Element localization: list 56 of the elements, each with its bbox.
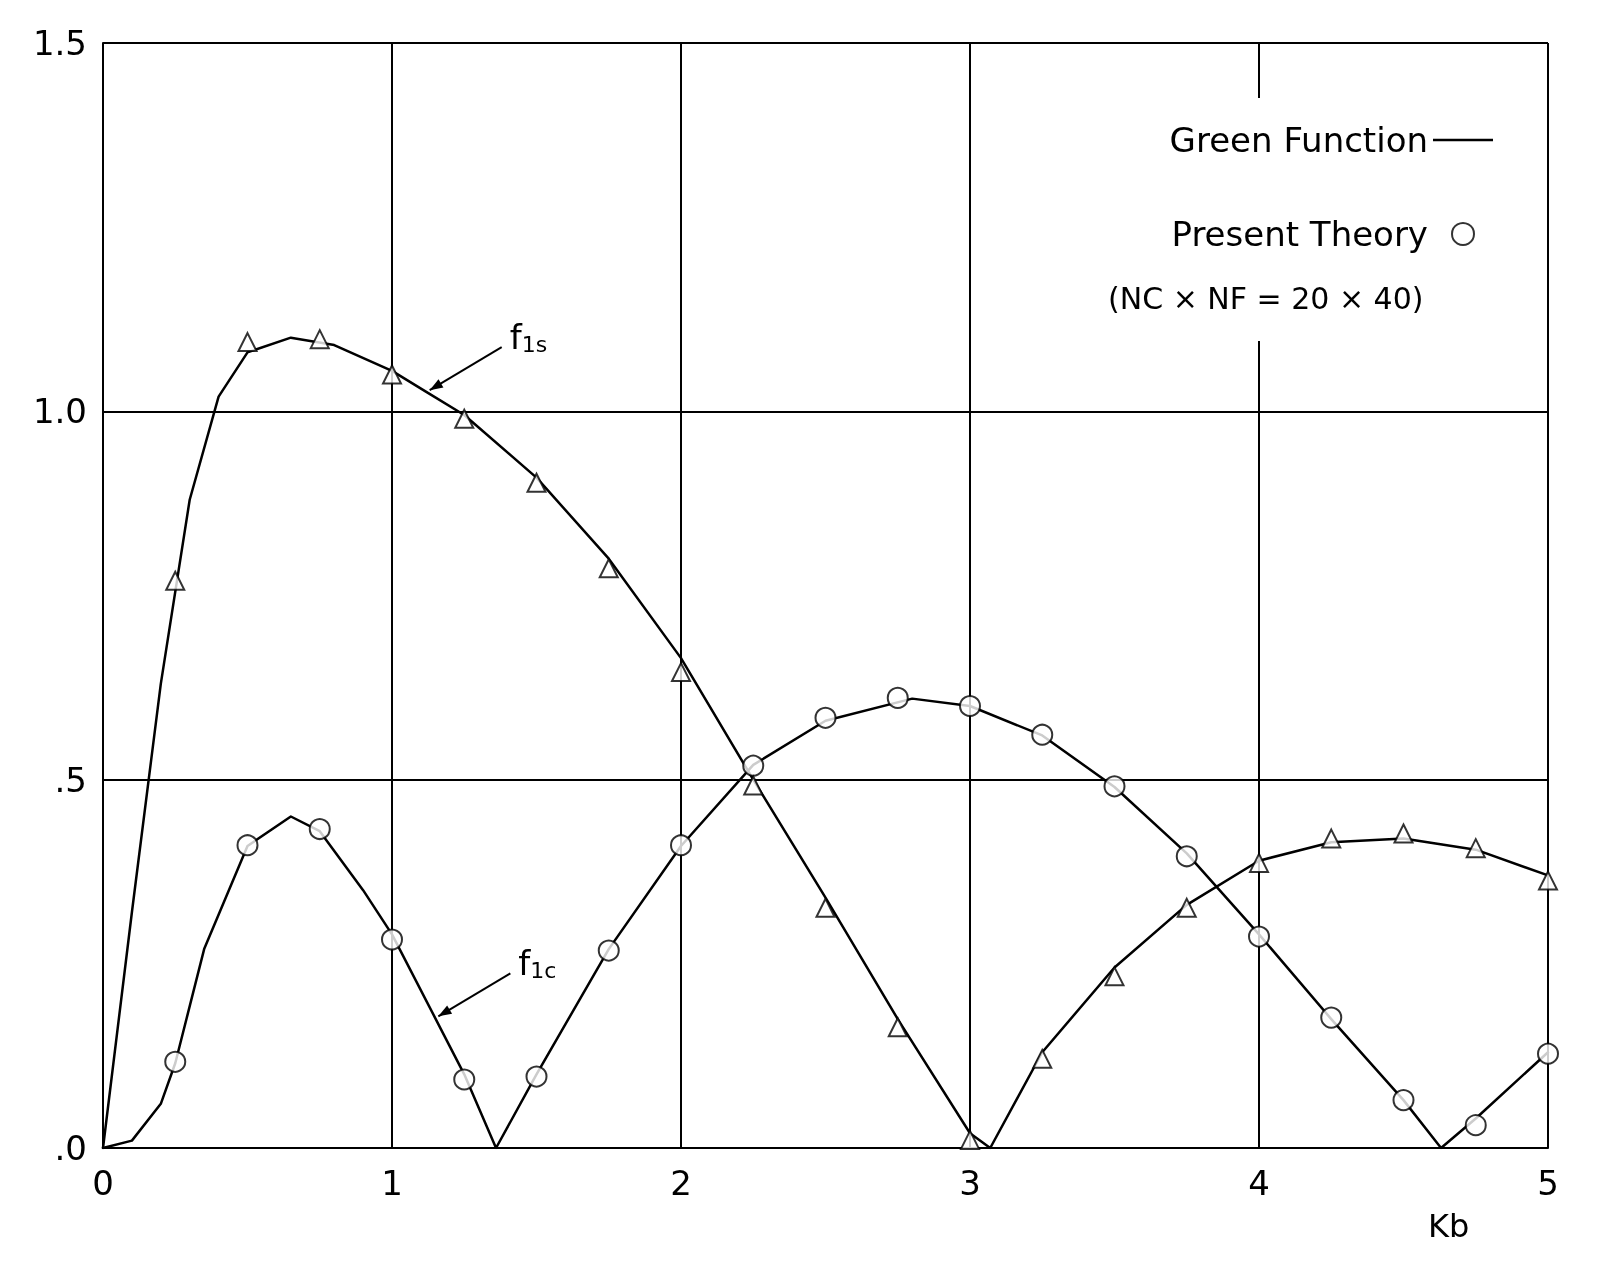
point [236, 834, 259, 857]
y-tick-label: .5 [54, 759, 87, 800]
point [1465, 838, 1486, 859]
point [308, 818, 331, 841]
legend-label: Green Function [1169, 120, 1428, 160]
point [1103, 775, 1126, 798]
point [1538, 870, 1558, 891]
point [165, 570, 186, 591]
point [525, 1065, 548, 1088]
x-tick-label: 2 [670, 1163, 692, 1203]
point [1031, 723, 1054, 746]
x-axis-title: Kb [1428, 1207, 1470, 1245]
point [1249, 852, 1269, 873]
point [1393, 823, 1414, 844]
annotation: f1s [509, 317, 548, 358]
point [1248, 925, 1270, 948]
point [382, 364, 402, 385]
point [886, 686, 909, 709]
point [164, 1050, 187, 1073]
x-tick-label: 4 [1248, 1163, 1270, 1203]
point [1032, 1048, 1053, 1069]
annotation: f1c [518, 943, 557, 984]
x-tick-label: 3 [959, 1163, 981, 1203]
point [1175, 845, 1198, 868]
y-tick-label: 1.5 [32, 23, 87, 63]
point [237, 332, 258, 353]
annotation: (NC × NF = 20 × 40) [1108, 280, 1424, 316]
point [1176, 897, 1197, 918]
x-tick-label: 0 [92, 1163, 114, 1203]
point [381, 928, 403, 951]
point [1464, 1114, 1487, 1137]
point [1537, 1042, 1559, 1065]
legend-label: Present Theory [1171, 214, 1428, 254]
x-tick-label: 1 [381, 1163, 403, 1203]
point [959, 695, 981, 717]
point [815, 897, 836, 918]
point [960, 1129, 980, 1150]
point [598, 558, 619, 579]
point [309, 329, 330, 350]
y-tick-label: .0 [54, 1128, 87, 1168]
point [1104, 966, 1125, 987]
point [1392, 1089, 1415, 1112]
point [887, 1017, 908, 1038]
point [742, 754, 765, 777]
point [526, 472, 547, 493]
point [743, 775, 764, 796]
point [597, 939, 620, 962]
y-tick-label: 1.0 [32, 391, 87, 432]
point [454, 408, 475, 429]
point [1320, 1006, 1343, 1029]
point [814, 706, 837, 729]
point [453, 1068, 476, 1091]
point [1321, 828, 1342, 849]
point [671, 662, 691, 683]
point [670, 834, 692, 857]
x-tick-label: 5 [1537, 1163, 1559, 1203]
